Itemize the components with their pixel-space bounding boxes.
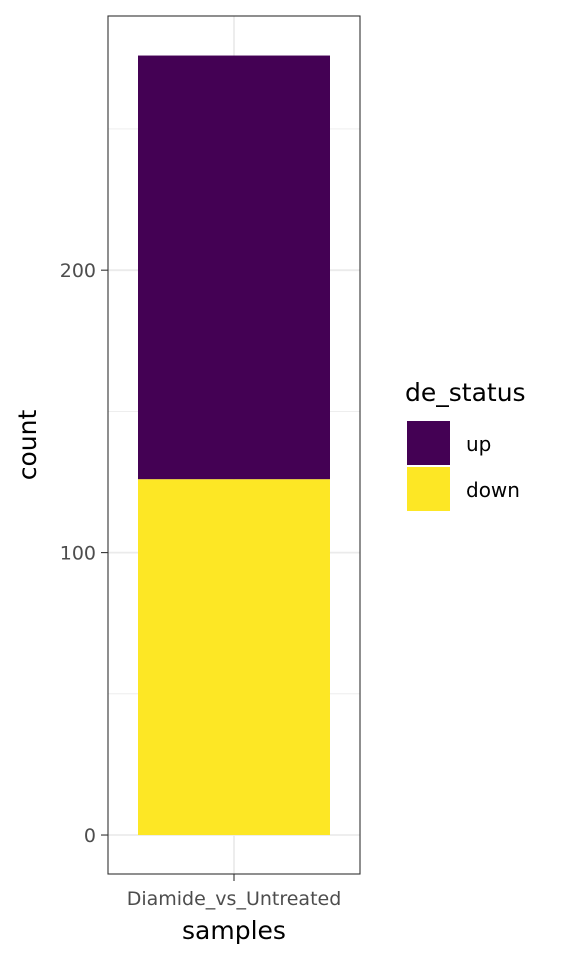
y-tick-label: 0 <box>84 825 96 847</box>
x-axis: Diamide_vs_Untreated <box>127 874 342 910</box>
y-axis: 0 100 200 <box>60 260 108 847</box>
legend: de_status up down <box>405 378 526 511</box>
bar-segment-down <box>138 479 330 836</box>
legend-key-down <box>407 467 450 511</box>
x-tick-label: Diamide_vs_Untreated <box>127 888 342 910</box>
legend-title: de_status <box>405 378 526 407</box>
bar-segments <box>138 55 330 836</box>
y-axis-title: count <box>13 410 42 481</box>
y-tick-label: 200 <box>60 260 96 282</box>
legend-label-up: up <box>466 432 491 456</box>
bar-segment-up <box>138 55 330 480</box>
legend-label-down: down <box>466 478 520 502</box>
legend-key-up <box>407 421 450 465</box>
x-axis-title: samples <box>182 916 286 945</box>
y-tick-label: 100 <box>60 543 96 565</box>
